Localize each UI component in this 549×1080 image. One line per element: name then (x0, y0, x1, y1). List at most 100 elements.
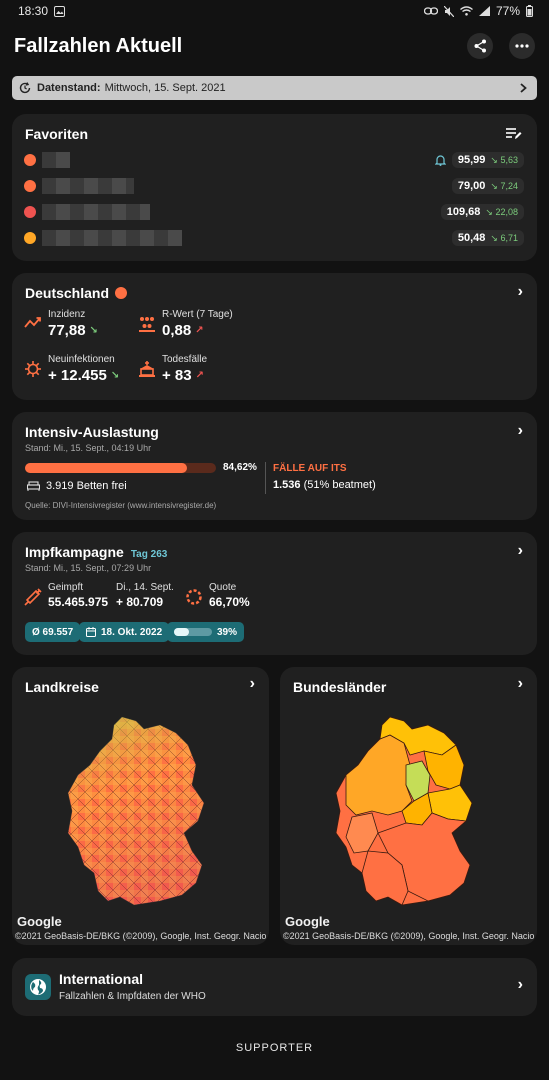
favorite-value: 79,00 (457, 180, 486, 192)
trend-down-icon: ↘ (490, 180, 498, 191)
globe-badge (25, 974, 51, 1000)
favorite-item[interactable]: 95,99 ↘ 5,63 (24, 151, 524, 169)
districts-title: Landkreise (25, 679, 99, 695)
favorite-delta: ↘ 6,71 (490, 232, 518, 243)
international-card[interactable]: International Fallzahlen & Impfdaten der… (12, 958, 537, 1016)
favorite-name-redacted (42, 178, 134, 194)
battery-icon (526, 5, 533, 17)
states-title: Bundesländer (293, 679, 387, 695)
app-bar: Fallzahlen Aktuell (0, 28, 549, 64)
favorite-value: 109,68 (446, 206, 481, 218)
favorite-value: 50,48 (457, 232, 486, 244)
more-horizontal-icon (515, 44, 529, 48)
status-bar: 18:30 77% (0, 0, 549, 22)
wifi-icon (460, 6, 473, 16)
progress-ring-icon (186, 589, 202, 605)
bell-icon[interactable] (434, 154, 446, 166)
incidence-value: 77,88 (48, 322, 86, 339)
icu-title: Intensiv-Auslastung (25, 424, 159, 440)
vaccination-card[interactable]: Impfkampagne Tag 263 › Stand: Mi., 15. S… (12, 532, 537, 655)
map-copyright: ©2021 GeoBasis-DE/BKG (©2009), Google, I… (15, 931, 267, 941)
deaths-stat: Todesfälle + 83 ↗ (138, 354, 207, 384)
favorite-item[interactable]: 50,48 ↘ 6,71 (24, 229, 524, 247)
icu-cases-label: FÄLLE AUF ITS (273, 463, 347, 474)
google-logo: Google (17, 914, 62, 929)
target-date-badge: 18. Okt. 2022 (79, 622, 170, 642)
newcases-stat: Neuinfektionen + 12.455 ↘ (24, 354, 119, 384)
chevron-right-icon: › (517, 675, 523, 692)
vaccinated-value: 55.465.975 (48, 595, 109, 609)
battery-percent: 77% (495, 4, 520, 18)
average-badge: Ø 69.557 (25, 622, 81, 642)
rvalue-value: 0,88 (162, 322, 192, 339)
favorite-value: 95,99 (457, 154, 486, 166)
chevron-right-icon: › (517, 422, 523, 439)
favorite-name-redacted (42, 230, 182, 246)
quota-stat: Quote 66,70% (185, 582, 250, 609)
trend-down-icon: ↘ (89, 325, 98, 336)
favorite-delta: ↘ 7,24 (490, 180, 518, 191)
states-map[interactable] (332, 715, 482, 915)
incidence-color-dot (24, 206, 36, 218)
districts-map[interactable] (64, 715, 214, 915)
favorite-delta: ↘ 22,08 (485, 206, 518, 217)
quota-value: 66,70% (209, 595, 250, 609)
favorite-item[interactable]: 79,00 ↘ 7,24 (24, 177, 524, 195)
quota-label: Quote (209, 582, 237, 593)
daily-vaccination-stat: Di., 14. Sept. + 80.709 (116, 582, 174, 609)
signal-icon (478, 6, 490, 16)
newcases-value: + 12.455 (48, 367, 107, 384)
quota-progress-badge: 39% (167, 622, 245, 642)
favorites-card: Favoriten 95,99 ↘ 5,63 79,00 ↘ 7,24 109,… (12, 114, 537, 261)
vaccination-day-badge: Tag 263 (130, 549, 168, 560)
icu-progress-bar (25, 463, 216, 473)
favorite-name-redacted (42, 204, 150, 220)
divider (265, 462, 266, 494)
syringe-icon (24, 588, 42, 606)
bed-icon (27, 481, 40, 491)
states-map-card[interactable]: Bundesländer › Google ©2021 GeoBasis-DE/… (280, 667, 537, 945)
edit-list-icon[interactable] (506, 128, 522, 140)
chevron-right-icon: › (517, 542, 523, 559)
favorite-value-pill: 95,99 ↘ 5,63 (451, 152, 524, 168)
average-value: Ø 69.557 (32, 626, 74, 638)
germany-card[interactable]: Deutschland › Inzidenz 77,88 ↘ R-Wert (7 … (12, 273, 537, 400)
quota-progress-bar (174, 628, 212, 636)
chevron-right-icon: › (517, 976, 523, 993)
daily-vaccination-value: + 80.709 (116, 595, 164, 609)
trend-down-icon: ↘ (485, 206, 493, 217)
favorite-name-redacted (42, 152, 70, 168)
incidence-stat: Inzidenz 77,88 ↘ (24, 309, 98, 339)
clock: 18:30 (18, 4, 49, 18)
icu-source: Quelle: DIVI-Intensivregister (www.inten… (25, 501, 217, 510)
beds-free: 3.919 Betten frei (46, 480, 127, 492)
germany-title: Deutschland (25, 285, 110, 301)
data-date-banner[interactable]: Datenstand: Mittwoch, 15. Sept. 2021 (12, 76, 537, 100)
share-icon (474, 39, 486, 53)
favorite-value-pill: 79,00 ↘ 7,24 (451, 178, 524, 194)
favorite-delta: ↘ 5,63 (490, 154, 518, 165)
vaccinated-label: Geimpft (48, 582, 84, 593)
incidence-label: Inzidenz (48, 309, 86, 320)
calendar-icon (86, 627, 96, 637)
globe-icon (30, 979, 46, 995)
chevron-right-icon: › (517, 283, 523, 300)
favorite-value-pill: 109,68 ↘ 22,08 (440, 204, 524, 220)
icu-card[interactable]: Intensiv-Auslastung › Stand: Mi., 15. Se… (12, 412, 537, 520)
districts-map-card[interactable]: Landkreise › Google ©2021 GeoBasis-DE/BK… (12, 667, 269, 945)
icu-cases-value: 1.536 (273, 479, 301, 491)
share-button[interactable] (467, 33, 493, 59)
trend-up-icon: ↗ (195, 370, 205, 381)
trend-up-icon: ↗ (195, 325, 204, 336)
memorial-icon (139, 361, 155, 377)
favorite-item[interactable]: 109,68 ↘ 22,08 (24, 203, 524, 221)
target-date: 18. Okt. 2022 (101, 626, 163, 638)
chevron-right-icon (520, 83, 527, 93)
incidence-color-dot (115, 287, 128, 299)
rvalue-label: R-Wert (7 Tage) (162, 309, 233, 320)
virus-icon (25, 361, 41, 377)
more-button[interactable] (509, 33, 535, 59)
incidence-color-dot (24, 232, 36, 244)
supporter-button[interactable]: SUPPORTER (235, 1042, 314, 1054)
map-copyright: ©2021 GeoBasis-DE/BKG (©2009), Google, I… (283, 931, 535, 941)
